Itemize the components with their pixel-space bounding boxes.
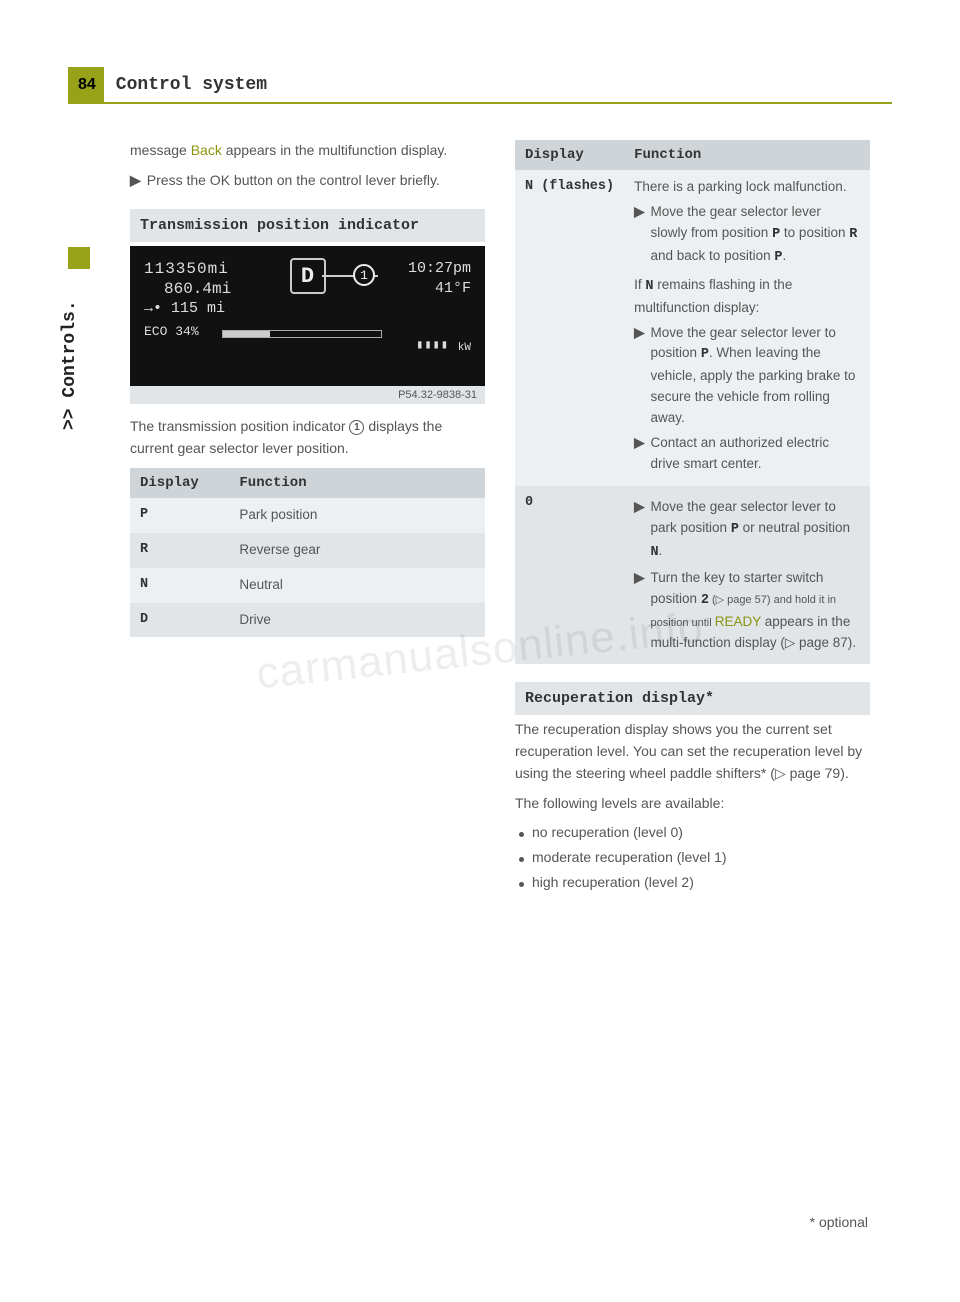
content-area: message Back appears in the multifunctio… — [130, 140, 870, 896]
col-function: Function — [624, 140, 870, 170]
back-display-word: Back — [191, 142, 222, 158]
gear-table: Display Function PPark position RReverse… — [130, 468, 485, 638]
right-column: Display Function N (flashes) There is a … — [515, 140, 870, 896]
col-function: Function — [229, 468, 485, 498]
table-header-row: Display Function — [130, 468, 485, 498]
callout-1-icon: 1 — [353, 264, 375, 286]
trip-value: 860.4mi — [164, 280, 231, 298]
table-row: NNeutral — [130, 568, 485, 603]
table-row-n-flashes: N (flashes) There is a parking lock malf… — [515, 170, 870, 486]
section-recuperation-display: Recuperation display* — [515, 682, 870, 715]
temperature-value: 41°F — [435, 280, 471, 297]
kw-label: kW — [458, 342, 471, 354]
side-section-label: >> Controls. — [60, 300, 80, 430]
optional-footnote: * optional — [810, 1214, 868, 1230]
eco-bar — [222, 330, 382, 338]
triangle-icon: ▶ — [634, 433, 644, 475]
triangle-icon: ▶ — [634, 568, 644, 654]
col-display: Display — [515, 140, 624, 170]
recuperation-description: The recuperation display shows you the c… — [515, 719, 870, 784]
table-header-row: Display Function — [515, 140, 870, 170]
level-item: no recuperation (level 0) — [519, 822, 870, 844]
clock-value: 10:27pm — [408, 260, 471, 277]
step-contact-center: ▶ Contact an authorized electric drive s… — [634, 433, 860, 475]
malfunction-intro: There is a parking lock malfunction. — [634, 177, 860, 198]
section-transmission-indicator: Transmission position indicator — [130, 209, 485, 242]
level-item: high recuperation (level 2) — [519, 872, 870, 894]
press-ok-step: ▶ Press the OK button on the control lev… — [130, 170, 485, 192]
intro-text: message Back appears in the multifunctio… — [130, 140, 485, 162]
triangle-icon: ▶ — [130, 170, 141, 192]
eco-value: ECO 34% — [144, 324, 199, 339]
malfunction-table: Display Function N (flashes) There is a … — [515, 140, 870, 664]
callout-1-inline-icon: 1 — [349, 420, 364, 435]
step-move-to-p-or-n: ▶ Move the gear selector lever to park p… — [634, 497, 860, 564]
indicator-description: The transmission position indicator 1 di… — [130, 416, 485, 459]
odometer-value: 113350mi — [144, 260, 229, 278]
table-row: DDrive — [130, 603, 485, 638]
step-turn-key: ▶ Turn the key to starter switch positio… — [634, 568, 860, 654]
triangle-icon: ▶ — [634, 202, 644, 269]
left-column: message Back appears in the multifunctio… — [130, 140, 485, 896]
table-row-zero: 0 ▶ Move the gear selector lever to park… — [515, 486, 870, 664]
level-item: moderate recuperation (level 1) — [519, 847, 870, 869]
if-n-flashing: If N remains flashing in the multifuncti… — [634, 275, 860, 319]
ready-display-word: READY — [715, 614, 761, 629]
step-move-to-p: ▶ Move the gear selector lever to positi… — [634, 323, 860, 430]
header-title: Control system — [116, 75, 267, 95]
dashboard-display-image: 113350mi 860.4mi →• 115 mi ECO 34% D 1 1… — [130, 246, 485, 386]
page-header: 84 Control system — [68, 68, 892, 104]
step-move-selector-p-r: ▶ Move the gear selector lever slowly fr… — [634, 202, 860, 269]
bullet-icon — [519, 822, 524, 844]
table-row: PPark position — [130, 498, 485, 533]
bullet-icon — [519, 872, 524, 894]
side-tab-marker — [68, 247, 90, 269]
triangle-icon: ▶ — [634, 323, 644, 430]
bullet-icon — [519, 847, 524, 869]
col-display: Display — [130, 468, 229, 498]
page-number: 84 — [68, 67, 104, 103]
levels-intro: The following levels are available: — [515, 793, 870, 815]
image-caption: P54.32-9838-31 — [130, 386, 485, 404]
triangle-icon: ▶ — [634, 497, 644, 564]
range-value: →• 115 mi — [144, 300, 225, 317]
signal-icon: ▮▮▮▮ — [416, 337, 449, 352]
table-row: RReverse gear — [130, 533, 485, 568]
gear-indicator: D — [290, 258, 326, 294]
